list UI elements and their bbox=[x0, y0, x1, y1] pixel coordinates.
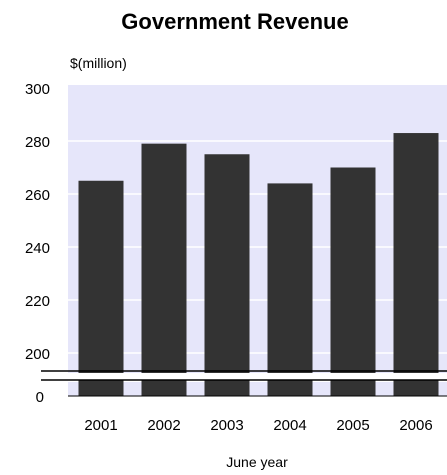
x-tick-label: 2001 bbox=[84, 417, 117, 434]
bar-2004 bbox=[267, 183, 313, 373]
x-tick-label: 2003 bbox=[210, 417, 243, 434]
bar-2006 bbox=[393, 133, 439, 373]
y-tick-label: 0 bbox=[36, 389, 44, 406]
lower-plot-background bbox=[68, 382, 447, 396]
x-tick-label: 2006 bbox=[399, 417, 432, 434]
plot-background bbox=[68, 85, 447, 373]
bar-base-2002 bbox=[141, 380, 187, 396]
y-tick-label: 220 bbox=[25, 293, 50, 310]
bar-base-2001 bbox=[78, 380, 124, 396]
chart-title: Government Revenue bbox=[121, 9, 348, 34]
x-tick-labels: 2001 2002 2003 2004 2005 2006 bbox=[84, 417, 432, 434]
x-axis-label: June year bbox=[226, 454, 288, 470]
bar-2002 bbox=[141, 143, 187, 373]
y-tick-label: 300 bbox=[25, 81, 50, 98]
bars bbox=[78, 133, 439, 396]
bar-2003 bbox=[204, 154, 250, 373]
y-tick-label: 200 bbox=[25, 346, 50, 363]
y-tick-label: 260 bbox=[25, 187, 50, 204]
bar-base-2004 bbox=[267, 380, 313, 396]
y-axis-unit-label: $(million) bbox=[70, 55, 127, 71]
y-tick-labels: 300 280 260 240 220 200 0 bbox=[25, 81, 50, 406]
bar-2005 bbox=[330, 167, 376, 373]
x-tick-label: 2004 bbox=[273, 417, 306, 434]
bar-2001 bbox=[78, 180, 124, 373]
y-tick-label: 240 bbox=[25, 240, 50, 257]
bar-base-2005 bbox=[330, 380, 376, 396]
y-tick-label: 280 bbox=[25, 134, 50, 151]
bar-base-2003 bbox=[204, 380, 250, 396]
bar-base-2006 bbox=[393, 380, 439, 396]
x-tick-label: 2005 bbox=[336, 417, 369, 434]
x-tick-label: 2002 bbox=[147, 417, 180, 434]
gridlines bbox=[68, 140, 447, 354]
